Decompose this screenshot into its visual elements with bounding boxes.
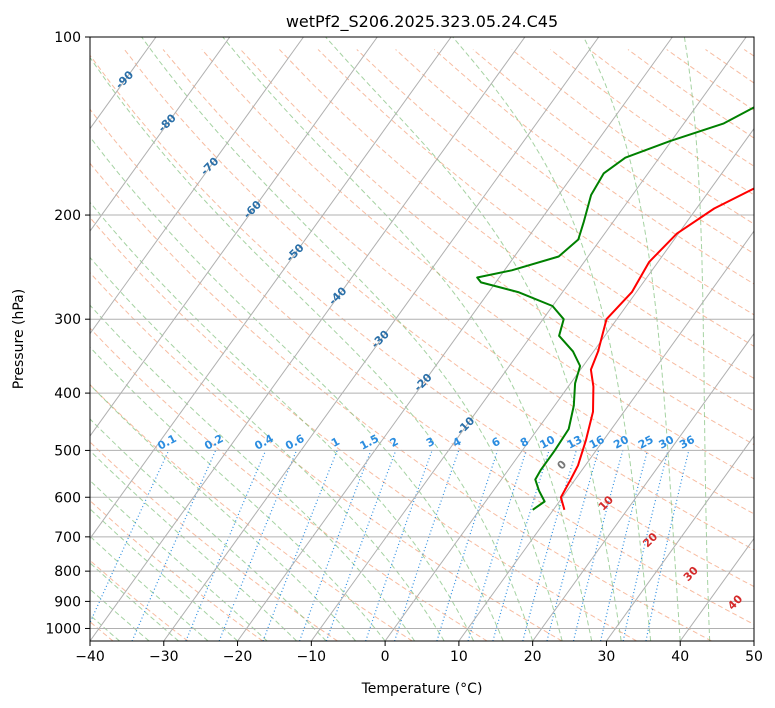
y-tick-label: 500 bbox=[54, 443, 81, 459]
dry-adiabat-line bbox=[162, 49, 754, 515]
mixing-ratio-label: 30 bbox=[657, 433, 677, 452]
mixing-ratio-label: 16 bbox=[587, 433, 607, 452]
y-tick-label: 700 bbox=[54, 530, 81, 546]
mixing-ratio-line bbox=[325, 450, 397, 641]
isotherm-gridline bbox=[90, 37, 231, 233]
moist-adiabat-line bbox=[325, 37, 622, 641]
moist-adiabat-line bbox=[90, 56, 534, 641]
mixing-ratio-line bbox=[218, 450, 298, 641]
dry-adiabat-line bbox=[240, 49, 754, 446]
moist-adiabat-line bbox=[141, 37, 563, 641]
dry-adiabat-line bbox=[90, 54, 754, 588]
temperature-profile-line bbox=[559, 187, 754, 511]
x-tick-label: 0 bbox=[381, 649, 390, 665]
isotherm-gridline bbox=[310, 37, 747, 641]
isotherm-gridline bbox=[384, 127, 754, 641]
isotherm-gridline bbox=[90, 37, 452, 540]
mixing-ratio-line bbox=[299, 450, 372, 641]
dry-adiabat-line bbox=[90, 559, 189, 641]
moist-adiabat-line bbox=[222, 37, 593, 641]
mixing-ratio-line bbox=[262, 450, 338, 641]
moist-adiabat-line bbox=[90, 418, 327, 641]
y-tick-label: 400 bbox=[54, 386, 81, 402]
y-tick-label: 600 bbox=[54, 490, 81, 506]
isotherm-gridline bbox=[90, 37, 526, 641]
isotherm-gridline bbox=[0, 37, 8, 641]
x-tick-label: 20 bbox=[524, 649, 542, 665]
y-tick-label: 800 bbox=[54, 564, 81, 580]
moist-adiabat-line bbox=[90, 201, 475, 641]
x-tick-label: 30 bbox=[598, 649, 616, 665]
moist-adiabat-line bbox=[90, 256, 445, 641]
moist-adiabat-line bbox=[90, 346, 386, 641]
dry-adiabat-line bbox=[90, 108, 754, 625]
mixing-ratio-line bbox=[522, 450, 577, 641]
mixing-ratio-line bbox=[622, 450, 669, 641]
isotherm-gridline bbox=[532, 332, 754, 641]
y-axis-label: Pressure (hPa) bbox=[11, 289, 27, 389]
moist-adiabat-line bbox=[683, 37, 711, 641]
mixing-ratio-line bbox=[467, 450, 527, 641]
mixing-ratio-label: 10 bbox=[538, 433, 558, 452]
moist-adiabat-line bbox=[90, 136, 504, 641]
x-axis-label: Temperature (°C) bbox=[361, 681, 483, 697]
isotherm-gridline bbox=[753, 640, 754, 641]
mixing-ratio-line bbox=[131, 450, 217, 641]
dry-adiabat-line bbox=[279, 49, 754, 412]
mixing-ratio-label: 13 bbox=[565, 433, 585, 452]
mixing-ratio-label: 25 bbox=[636, 433, 656, 452]
dry-adiabat-line bbox=[90, 216, 637, 641]
mixing-ratio-label: 36 bbox=[677, 433, 697, 452]
y-tick-label: 900 bbox=[54, 594, 81, 610]
x-tick-label: −40 bbox=[75, 649, 105, 665]
x-tick-label: 40 bbox=[671, 649, 689, 665]
isotherm-gridline bbox=[679, 537, 754, 641]
mixing-ratio-line bbox=[185, 450, 267, 641]
isotherm-gridline bbox=[458, 230, 754, 641]
y-tick-label: 200 bbox=[54, 208, 81, 224]
dry-adiabat-line bbox=[395, 49, 754, 316]
mixing-ratio-line bbox=[436, 450, 499, 641]
dewpoint-profile-line bbox=[476, 106, 754, 511]
y-tick-label: 1000 bbox=[45, 621, 81, 637]
dry-adiabat-line bbox=[90, 441, 338, 641]
plot-frame bbox=[89, 36, 755, 642]
dry-adiabat-line bbox=[90, 162, 712, 641]
y-tick-label: 300 bbox=[54, 312, 81, 328]
mixing-ratio-line bbox=[90, 450, 170, 625]
moist-adiabat-line bbox=[452, 37, 652, 641]
dry-adiabat-line bbox=[90, 383, 413, 641]
y-tick-label: 100 bbox=[54, 30, 81, 46]
moist-adiabat-line bbox=[90, 384, 356, 641]
isotherm-gridline bbox=[90, 37, 378, 437]
dry-adiabat-line bbox=[317, 49, 754, 379]
x-tick-label: −20 bbox=[223, 649, 253, 665]
mixing-ratio-line bbox=[365, 450, 433, 641]
x-tick-label: 10 bbox=[450, 649, 468, 665]
isotherm-gridline bbox=[237, 37, 673, 641]
mixing-ratio-label: 20 bbox=[611, 433, 631, 452]
isotherm-gridline bbox=[90, 37, 304, 335]
x-tick-label: 50 bbox=[745, 649, 763, 665]
mixing-ratio-line bbox=[645, 450, 690, 641]
moist-adiabat-line bbox=[583, 37, 681, 641]
dry-adiabat-line bbox=[90, 271, 563, 641]
x-tick-label: −10 bbox=[297, 649, 327, 665]
isotherm-gridline bbox=[163, 37, 600, 641]
chart-title: wetPf2_S206.2025.323.05.24.C45 bbox=[286, 12, 558, 32]
mixing-ratio-line bbox=[546, 450, 600, 641]
x-tick-label: −30 bbox=[149, 649, 179, 665]
isotherm-gridline bbox=[605, 435, 754, 641]
